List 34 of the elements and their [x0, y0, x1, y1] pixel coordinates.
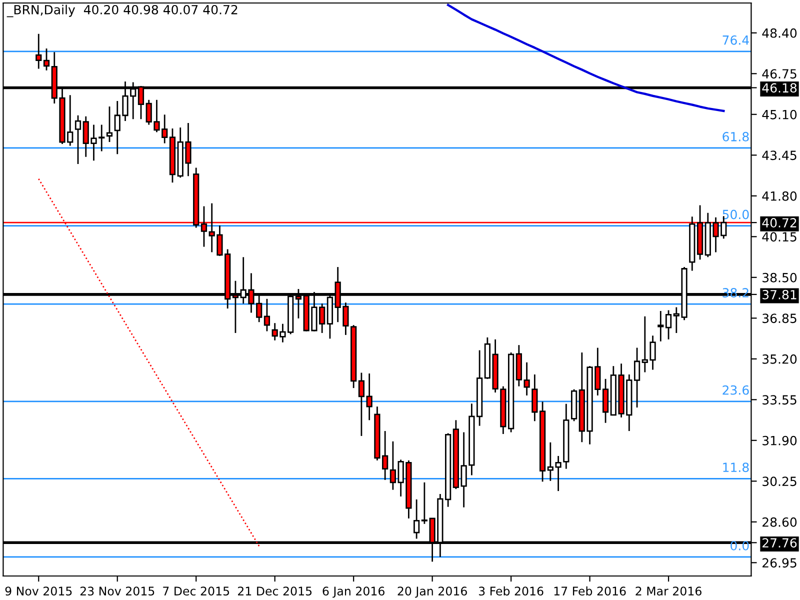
x-tick-label: 6 Jan 2016	[322, 586, 384, 598]
annotation: 50.0	[722, 210, 749, 220]
x-tick-label: 20 Jan 2016	[398, 586, 467, 598]
y-tick-label: 31.90	[762, 436, 797, 446]
annotation: 61.8	[722, 132, 749, 142]
y-tick-label: 38.50	[762, 272, 797, 282]
y-tick-label: 33.55	[762, 395, 796, 405]
y-tick-label: 28.60	[762, 517, 797, 527]
annotation: 38.2	[722, 288, 748, 298]
y-tick-label: 35.20	[762, 354, 797, 364]
y-tick-label: 45.10	[762, 110, 797, 120]
y-tick-label: 40.15	[762, 232, 796, 242]
y-tick-label: 41.80	[762, 191, 797, 201]
y-tick-label: 40.72	[762, 218, 796, 228]
y-tick-label: 30.25	[762, 476, 796, 486]
y-tick-label: 46.18	[762, 83, 797, 93]
annotation: 11.8	[723, 462, 749, 472]
y-tick-label: 43.45	[762, 150, 796, 160]
chart-title: _BRN,Daily 40.20 40.98 40.07 40.72	[6, 4, 238, 18]
y-tick-label: 26.95	[762, 558, 796, 568]
y-tick-label: 27.76	[762, 538, 797, 548]
x-tick-label: 17 Feb 2016	[554, 586, 626, 596]
x-tick-label: 9 Nov 2015	[5, 586, 72, 596]
x-tick-label: 23 Nov 2015	[80, 586, 154, 596]
y-tick-label: 37.81	[762, 290, 796, 300]
y-tick-label: 36.85	[762, 314, 796, 324]
x-tick-label: 3 Feb 2016	[478, 586, 544, 596]
y-tick-label: 48.40	[762, 28, 797, 38]
x-tick-label: 7 Dec 2015	[163, 586, 230, 596]
y-tick-label: 46.75	[762, 69, 796, 79]
x-tick-label: 21 Dec 2015	[238, 586, 312, 596]
x-tick-label: 2 Mar 2016	[636, 586, 702, 596]
annotation: 76.4	[722, 35, 749, 45]
annotation: 23.6	[722, 385, 749, 395]
